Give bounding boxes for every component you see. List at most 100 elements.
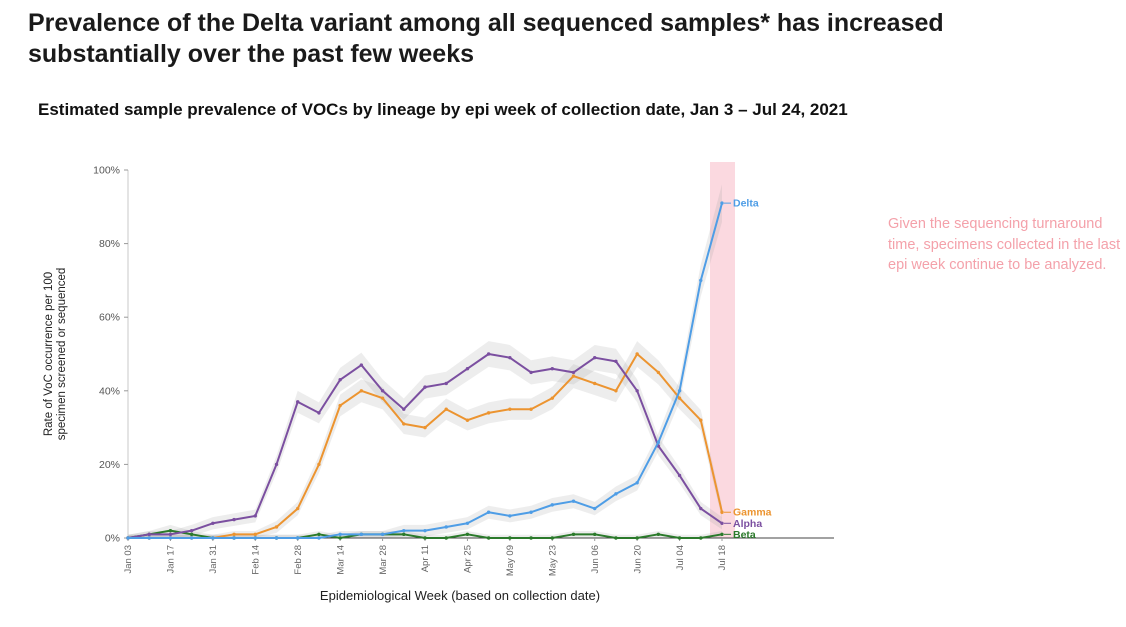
data-point-delta — [635, 481, 639, 485]
data-point-gamma — [380, 396, 385, 400]
data-point-delta — [656, 440, 661, 445]
data-point-delta — [486, 510, 491, 514]
data-point-gamma — [529, 407, 533, 411]
data-point-alpha — [444, 381, 448, 386]
series-label-alpha: Alpha — [733, 518, 762, 530]
x-tick-label: Jan 17 — [166, 545, 177, 574]
data-point-delta — [147, 536, 151, 540]
data-point-gamma — [635, 352, 639, 356]
x-tick-label: Apr 25 — [463, 545, 474, 573]
data-point-gamma — [402, 422, 406, 426]
data-point-beta — [614, 536, 618, 540]
data-point-delta — [232, 536, 236, 540]
y-tick-label: 20% — [99, 459, 120, 471]
data-point-alpha — [423, 385, 427, 389]
data-point-delta — [677, 389, 682, 393]
data-point-delta — [529, 510, 533, 514]
data-point-gamma — [571, 374, 576, 378]
data-point-delta — [402, 528, 406, 533]
data-point-beta — [529, 536, 533, 540]
data-point-alpha — [317, 411, 321, 415]
data-point-alpha — [168, 532, 173, 537]
data-point-delta — [720, 201, 724, 205]
data-point-gamma — [296, 506, 300, 511]
page-title: Prevalence of the Delta variant among al… — [28, 9, 944, 68]
data-point-alpha — [635, 389, 639, 393]
data-point-delta — [338, 532, 342, 537]
data-point-gamma — [232, 532, 236, 537]
data-point-beta — [656, 532, 661, 537]
x-tick-label: Jan 31 — [208, 545, 219, 574]
data-point-beta — [571, 532, 576, 537]
data-point-beta — [168, 528, 173, 533]
data-point-gamma — [677, 396, 682, 400]
data-point-beta — [444, 536, 448, 540]
data-point-alpha — [380, 389, 385, 393]
x-tick-label: Mar 14 — [335, 545, 346, 575]
data-point-delta — [508, 514, 512, 518]
data-point-delta — [189, 536, 194, 540]
data-point-alpha — [465, 367, 470, 371]
y-axis-title-line: specimen screened or sequenced — [56, 268, 68, 441]
data-point-delta — [465, 521, 470, 525]
data-point-delta — [253, 536, 257, 540]
chart-subtitle: Estimated sample prevalence of VOCs by l… — [38, 100, 848, 119]
data-point-alpha — [593, 355, 597, 360]
x-tick-label: Feb 14 — [250, 545, 261, 575]
data-point-alpha — [338, 378, 342, 382]
data-point-beta — [423, 536, 427, 540]
y-tick-label: 100% — [93, 165, 120, 177]
data-point-alpha — [189, 528, 194, 533]
series-label-delta: Delta — [733, 198, 759, 210]
y-tick-label: 40% — [99, 385, 120, 397]
x-tick-label: Mar 28 — [378, 545, 389, 575]
data-point-beta — [465, 532, 470, 537]
data-point-alpha — [529, 370, 533, 375]
annotation-note: Given the sequencing turnaround time, sp… — [888, 216, 1121, 274]
data-point-gamma — [550, 396, 554, 400]
data-point-gamma — [444, 407, 448, 411]
data-point-alpha — [571, 370, 576, 375]
data-point-gamma — [338, 403, 342, 408]
x-tick-label: Feb 28 — [293, 545, 304, 575]
data-point-gamma — [486, 411, 491, 415]
x-tick-label: Jul 04 — [675, 545, 686, 570]
data-point-gamma — [614, 389, 618, 393]
y-axis-title-line: Rate of VoC occurrence per 100 — [43, 272, 55, 436]
data-point-delta — [614, 492, 618, 496]
data-point-alpha — [550, 367, 554, 371]
data-point-gamma — [465, 418, 470, 422]
data-point-alpha — [699, 506, 703, 511]
x-tick-label: Jan 03 — [123, 545, 134, 574]
data-point-alpha — [402, 407, 406, 411]
data-point-beta — [677, 536, 682, 540]
data-point-delta — [126, 536, 130, 540]
data-point-alpha — [211, 521, 215, 525]
data-point-delta — [359, 532, 364, 537]
x-tick-label: Jun 20 — [632, 545, 643, 574]
data-point-alpha — [253, 514, 257, 518]
x-tick-label: May 23 — [547, 545, 558, 576]
data-point-beta — [550, 536, 554, 540]
data-point-delta — [211, 536, 215, 540]
data-point-gamma — [720, 510, 724, 514]
y-tick-label: 80% — [99, 238, 120, 250]
data-point-delta — [423, 528, 427, 533]
x-tick-label: Apr 11 — [420, 545, 431, 572]
data-point-gamma — [359, 389, 364, 393]
confidence-band-alpha — [128, 341, 722, 538]
data-point-delta — [550, 503, 554, 507]
chart-canvas: 0% 20% 40% 60% 80% 100% Jan 03 Jan 17 Jan 31 Feb … — [43, 162, 834, 576]
data-point-beta — [635, 536, 639, 540]
data-point-gamma — [656, 370, 661, 375]
data-point-gamma — [593, 381, 597, 386]
data-point-alpha — [720, 521, 724, 525]
data-point-alpha — [296, 400, 300, 404]
series-label-gamma: Gamma — [733, 507, 772, 519]
data-point-alpha — [508, 355, 512, 360]
data-point-delta — [317, 536, 321, 540]
y-tick-label: 0% — [105, 533, 120, 545]
x-axis-title: Epidemiological Week (based on collectio… — [319, 588, 601, 603]
data-point-gamma — [699, 418, 703, 422]
data-point-delta — [444, 525, 448, 529]
